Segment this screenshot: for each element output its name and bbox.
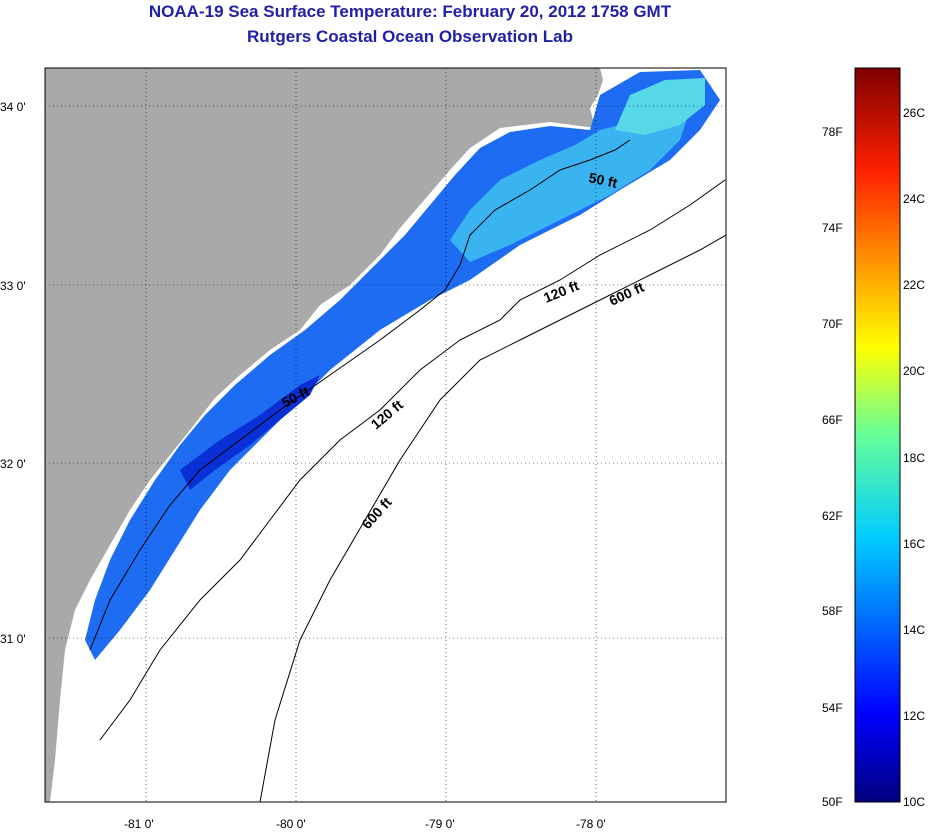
lon-tick-78: -78 0' bbox=[576, 817, 606, 831]
colorbar-celsius-labels: 26C 24C 22C 20C 18C 16C 14C 12C 10C bbox=[903, 106, 925, 809]
map-frame bbox=[44, 67, 727, 803]
map-area bbox=[45, 68, 726, 802]
cb-c-10: 10C bbox=[903, 795, 925, 809]
map-title: NOAA-19 Sea Surface Temperature: Februar… bbox=[148, 2, 672, 21]
cb-f-74: 74F bbox=[822, 221, 843, 235]
cb-f-66: 66F bbox=[822, 413, 843, 427]
sst-water-warm bbox=[615, 78, 705, 135]
cb-c-14: 14C bbox=[903, 623, 925, 637]
graticule bbox=[45, 68, 726, 802]
colorbar bbox=[854, 67, 901, 803]
cb-c-26: 26C bbox=[903, 106, 925, 120]
cb-c-18: 18C bbox=[903, 451, 925, 465]
longitude-axis: -81 0' -80 0' -79 0' -78 0' bbox=[124, 817, 606, 831]
isobath-600ft bbox=[259, 234, 726, 802]
cb-f-54: 54F bbox=[822, 701, 843, 715]
cb-f-58: 58F bbox=[822, 604, 843, 618]
cb-f-62: 62F bbox=[822, 509, 843, 523]
cb-f-78: 78F bbox=[822, 125, 843, 139]
lon-tick-79: -79 0' bbox=[425, 817, 455, 831]
isobath-50ft bbox=[89, 139, 631, 651]
colorbar-fahrenheit-labels: 78F 74F 70F 66F 62F 58F 54F 50F bbox=[822, 125, 843, 809]
lon-tick-81: -81 0' bbox=[124, 817, 154, 831]
cb-f-50: 50F bbox=[822, 795, 843, 809]
map-subtitle: Rutgers Coastal Ocean Observation Lab bbox=[247, 27, 573, 46]
lat-tick-34: 34 0' bbox=[0, 100, 26, 114]
lon-tick-80: -80 0' bbox=[276, 817, 306, 831]
cb-c-20: 20C bbox=[903, 364, 925, 378]
lat-tick-31: 31 0' bbox=[0, 632, 26, 646]
lat-tick-33: 33 0' bbox=[0, 279, 26, 293]
lat-tick-32: 32 0' bbox=[0, 457, 26, 471]
sst-water-inner bbox=[450, 110, 690, 262]
latitude-axis: 34 0' 33 0' 32 0' 31 0' bbox=[0, 100, 26, 646]
cb-c-16: 16C bbox=[903, 537, 925, 551]
contour-label-50ft-north: 50 ft bbox=[587, 169, 619, 191]
cb-c-12: 12C bbox=[903, 709, 925, 723]
isobath-120ft bbox=[99, 179, 726, 741]
land-mass bbox=[45, 68, 603, 802]
cb-c-22: 22C bbox=[903, 278, 925, 292]
cb-f-70: 70F bbox=[822, 317, 843, 331]
cb-c-24: 24C bbox=[903, 192, 925, 206]
